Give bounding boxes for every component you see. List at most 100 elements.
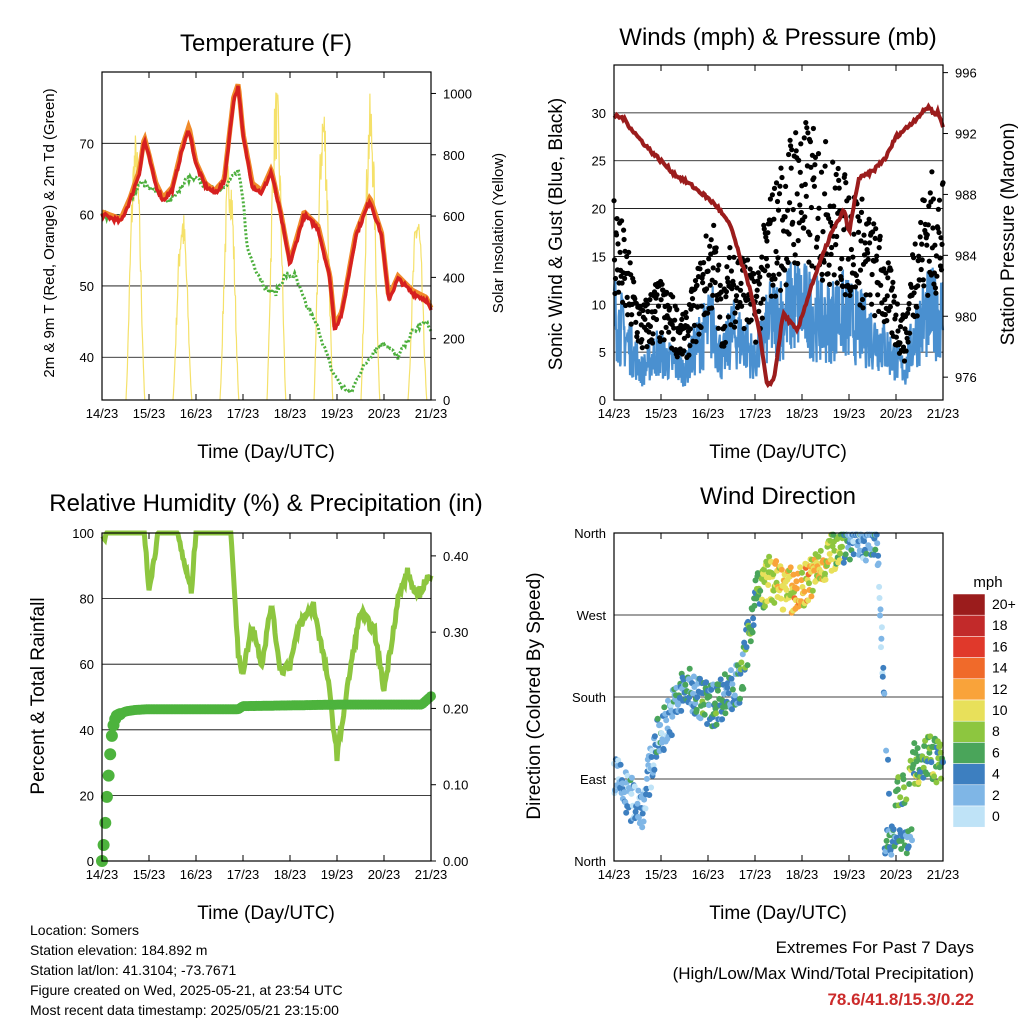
gust-point [767,196,774,202]
gust-point [826,215,832,221]
direction-point [877,612,883,619]
gust-point [726,255,733,261]
gust-point [808,204,815,211]
gust-point [687,343,693,349]
gust-point [687,326,694,332]
y-tick-label-left: 0 [87,854,94,869]
gust-point [679,316,685,322]
gust-point [810,125,817,132]
gust-point [832,185,838,191]
solar-series [172,215,193,401]
gust-point [723,294,729,300]
gust-point [722,323,728,329]
gust-point [863,292,869,298]
gust-point [763,256,770,262]
gust-point [796,157,802,163]
direction-point [628,790,635,797]
gust-point [848,246,855,253]
gust-point [776,271,782,277]
gust-point [646,329,652,335]
gust-point [882,312,888,318]
gust-point [647,323,654,329]
gust-point [633,319,639,325]
direction-point [724,680,731,687]
gust-point [889,285,896,291]
gust-point [833,171,839,178]
gust-point [703,233,709,239]
gust-point [917,234,923,240]
gust-point [834,280,840,286]
direction-point [648,754,655,760]
gust-point [859,196,865,202]
gust-point [710,265,716,271]
gust-point [730,282,737,288]
gust-point [786,231,792,237]
gust-point [685,333,691,339]
gust-point [688,306,694,312]
colorbar-label: 8 [992,723,1000,739]
direction-point [653,753,660,760]
gust-point [819,271,825,277]
x-tick-label: 17/23 [227,867,260,882]
gust-point [794,191,800,197]
gust-point [871,221,877,227]
direction-point [914,745,921,752]
gust-point [914,304,920,310]
gust-point [929,169,935,175]
gust-point [707,282,713,288]
gust-point [789,147,795,153]
colorbar-label: 12 [992,681,1008,697]
x-tick-label: 18/23 [786,867,819,882]
gust-point [891,293,898,299]
gust-point [897,324,904,330]
direction-point [913,758,920,765]
direction-point [878,644,884,651]
x-tick-label: 19/23 [833,867,866,882]
gust-point [663,324,669,330]
gust-point [652,308,658,315]
colorbar-swatch [952,720,986,743]
x-tick-label: 19/23 [321,867,354,882]
direction-point [694,694,701,701]
plot-area-1: 14/23 15/23 16/23 17/23 18/23 19/23 20/23 21/23… [592,64,977,421]
gust-point [845,256,851,262]
gust-point [644,301,651,307]
colorbar-label: 4 [992,766,1000,782]
gust-point [659,330,665,336]
gust-point [887,304,894,310]
direction-point [639,824,646,831]
gust-point [861,232,867,238]
precip-point [99,816,112,829]
gust-point [672,317,678,323]
gust-point [812,162,818,168]
direction-point [783,587,790,593]
temperature-ylabel-right: Solar Insolation (Yellow) [490,153,507,313]
direction-point [729,681,736,688]
x-tick-label: 14/23 [86,867,119,882]
temperature-panel: Temperature (F) Time (Day/UTC) 2m & 9m T… [41,30,507,463]
speed-colorbar: 20+ 18 16 14 12 10 8 6 4 2 0 [952,593,1016,828]
gust-point [690,302,697,309]
direction-point [878,624,885,631]
gust-point [870,229,876,235]
gust-point [779,174,785,181]
gust-point [934,273,940,279]
gust-point [823,139,829,145]
gust-point [670,294,676,300]
gust-point [771,216,777,222]
direction-point [897,794,904,801]
gust-point [667,305,673,311]
gust-point [775,255,781,261]
colorbar-label: 6 [992,744,1000,760]
gust-point [811,183,818,189]
gust-point [872,235,878,241]
direction-point [651,733,658,740]
direction-point [850,538,857,545]
precip-point [105,729,118,742]
humidity-ylabel-left: Percent & Total Rainfall [28,597,49,794]
gust-point [920,277,926,283]
direction-point [909,837,915,844]
winds-ylabel-left: Sonic Wind & Gust (Blue, Black) [546,98,567,370]
gust-point [825,271,831,277]
y-tick-label-right: 984 [955,248,977,263]
